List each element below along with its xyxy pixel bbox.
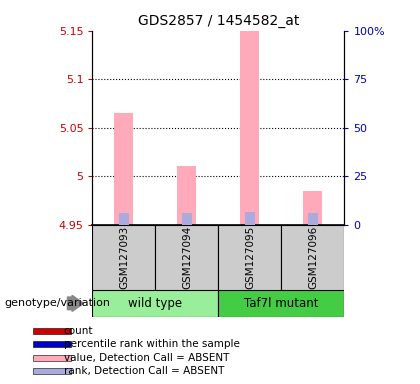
Bar	[182, 213, 192, 225]
Text: GSM127093: GSM127093	[119, 226, 129, 289]
Bar	[114, 113, 134, 225]
Text: value, Detection Call = ABSENT: value, Detection Call = ABSENT	[63, 353, 229, 362]
Bar	[218, 225, 281, 290]
Bar	[281, 225, 344, 290]
Bar	[33, 328, 71, 334]
Bar	[119, 213, 129, 225]
Text: percentile rank within the sample: percentile rank within the sample	[63, 339, 239, 349]
Bar	[92, 225, 155, 290]
Bar	[33, 341, 71, 348]
Bar	[308, 213, 318, 225]
Bar	[218, 290, 344, 317]
Text: GSM127095: GSM127095	[245, 226, 255, 289]
Text: GSM127094: GSM127094	[182, 226, 192, 289]
Bar	[92, 290, 218, 317]
FancyArrow shape	[67, 295, 84, 311]
Bar	[178, 167, 197, 225]
Text: wild type: wild type	[129, 297, 182, 310]
Bar	[241, 31, 260, 225]
Text: Taf7l mutant: Taf7l mutant	[244, 297, 319, 310]
Text: GSM127096: GSM127096	[308, 226, 318, 289]
Text: genotype/variation: genotype/variation	[4, 298, 110, 308]
Bar	[33, 367, 71, 374]
Bar	[155, 225, 218, 290]
Bar	[304, 191, 323, 225]
Title: GDS2857 / 1454582_at: GDS2857 / 1454582_at	[138, 14, 299, 28]
Bar	[245, 212, 255, 225]
Bar	[33, 354, 71, 361]
Text: count: count	[63, 326, 93, 336]
Text: rank, Detection Call = ABSENT: rank, Detection Call = ABSENT	[63, 366, 224, 376]
